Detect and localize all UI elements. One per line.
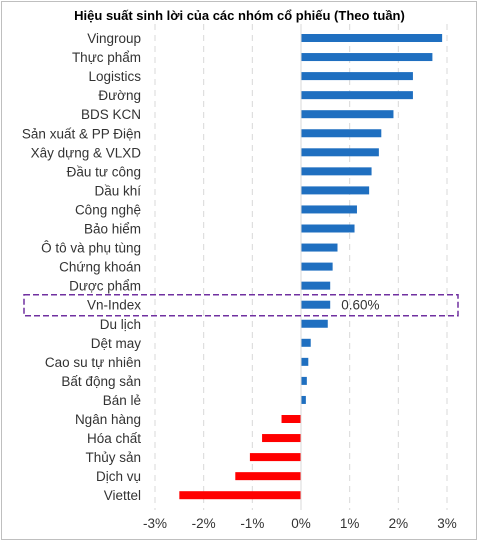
bar	[301, 34, 443, 42]
bar	[301, 205, 357, 214]
bar	[301, 357, 309, 366]
category-label: Bất động sản	[61, 374, 141, 389]
bar	[281, 415, 301, 423]
category-label: Bán lẻ	[103, 393, 141, 408]
bar	[301, 167, 372, 176]
bar	[301, 376, 307, 385]
data-label: 0.60%	[341, 298, 379, 313]
chart-title: Hiệu suất sinh lời của các nhóm cổ phiếu…	[74, 8, 405, 23]
category-label: Bảo hiểm	[84, 222, 141, 237]
bar	[301, 129, 382, 138]
category-label: Dịch vụ	[96, 469, 141, 484]
x-tick-label: -2%	[192, 516, 216, 531]
bar	[301, 224, 355, 233]
x-tick-label: 0%	[291, 516, 311, 531]
bar	[301, 243, 338, 252]
category-label: Ngân hàng	[75, 412, 141, 427]
category-label: Viettel	[104, 488, 141, 503]
bar	[301, 53, 433, 62]
bar	[301, 281, 331, 290]
category-label: Ô tô và phụ tùng	[41, 241, 141, 256]
bar	[301, 148, 379, 157]
category-label: Vingroup	[87, 31, 141, 46]
category-label: Sản xuất & PP Điện	[22, 126, 141, 141]
category-label: Logistics	[88, 69, 141, 84]
category-label: Thực phẩm	[72, 50, 141, 65]
bar	[301, 395, 306, 404]
x-tick-label: -1%	[240, 516, 264, 531]
category-label: Dệt may	[91, 336, 142, 351]
x-tick-label: -3%	[143, 516, 167, 531]
bar	[301, 110, 394, 119]
category-label: Hóa chất	[87, 431, 141, 446]
bar	[301, 186, 370, 195]
bar	[179, 491, 301, 500]
bar	[235, 472, 301, 481]
category-label: Đầu tư công	[67, 164, 141, 179]
category-label: BDS KCN	[81, 107, 141, 122]
x-tick-label: 2%	[389, 516, 409, 531]
x-tick-label: 1%	[340, 516, 360, 531]
category-label: Dầu khí	[94, 183, 141, 198]
highlight-box	[23, 293, 459, 317]
category-label: Đường	[98, 88, 141, 103]
bar	[301, 91, 413, 100]
category-label: Cao su tự nhiên	[45, 355, 141, 370]
bar	[301, 300, 331, 309]
category-label: Vn-Index	[87, 298, 141, 313]
category-label: Xây dựng & VLXD	[31, 145, 142, 160]
bar	[249, 453, 301, 462]
bar	[301, 338, 311, 347]
x-tick-label: 3%	[437, 516, 457, 531]
bar	[262, 434, 301, 443]
category-label: Thủy sản	[85, 450, 141, 465]
category-label: Chứng khoán	[59, 260, 141, 275]
category-label: Du lịch	[100, 317, 141, 332]
bar	[301, 319, 328, 328]
category-label: Công nghệ	[75, 202, 141, 217]
bar	[301, 262, 333, 271]
bar	[301, 72, 413, 81]
category-label: Dược phẩm	[69, 279, 141, 294]
